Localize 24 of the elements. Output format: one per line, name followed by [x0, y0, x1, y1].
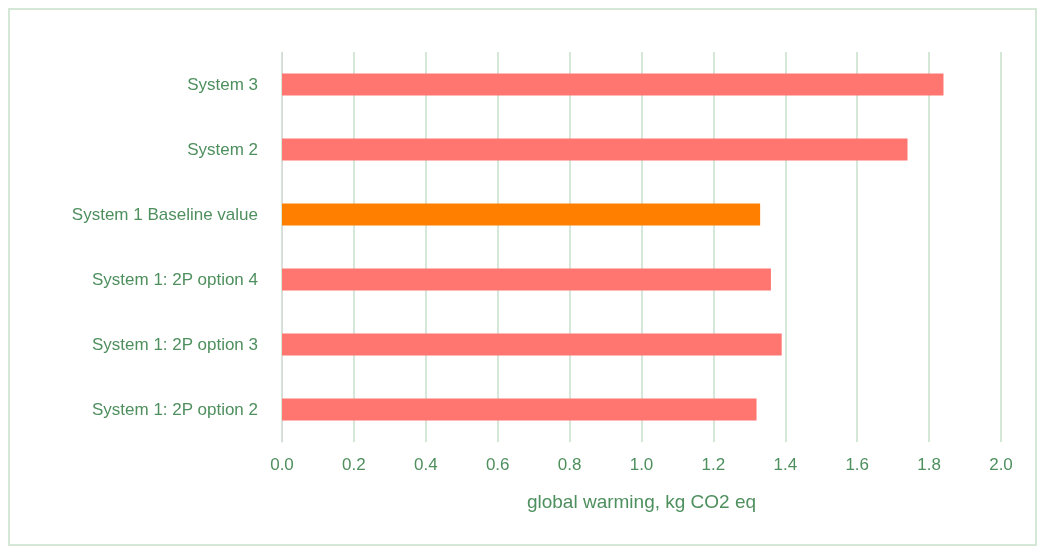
x-tick-label: 2.0: [989, 455, 1013, 474]
bar: [282, 73, 944, 96]
y-tick-label: System 2: [187, 140, 258, 159]
x-tick-label: 1.4: [773, 455, 798, 474]
x-axis-title: global warming, kg CO2 eq: [526, 491, 757, 512]
bar: [282, 398, 757, 421]
bar: [282, 333, 782, 356]
x-tick-label: 0.2: [342, 455, 366, 474]
y-tick-label: System 3: [187, 75, 258, 94]
x-tick-label: 0.8: [557, 455, 582, 474]
x-tick-label: 0.6: [485, 455, 510, 474]
bar: [282, 268, 771, 291]
bar: [282, 203, 761, 226]
x-tick-label: 1.2: [701, 455, 726, 474]
x-tick-label: 1.8: [917, 455, 941, 474]
x-tick-label: 0.0: [270, 455, 294, 474]
y-tick-label: System 1: 2P option 4: [91, 270, 258, 289]
bar: [282, 138, 908, 161]
y-tick-label: System 1: 2P option 3: [91, 335, 258, 354]
y-tick-label: System 1 Baseline value: [71, 205, 258, 224]
x-tick-label: 1.0: [629, 455, 654, 474]
x-tick-label: 0.4: [413, 455, 438, 474]
x-tick-label: 1.6: [845, 455, 870, 474]
y-tick-label: System 1: 2P option 2: [91, 400, 258, 419]
